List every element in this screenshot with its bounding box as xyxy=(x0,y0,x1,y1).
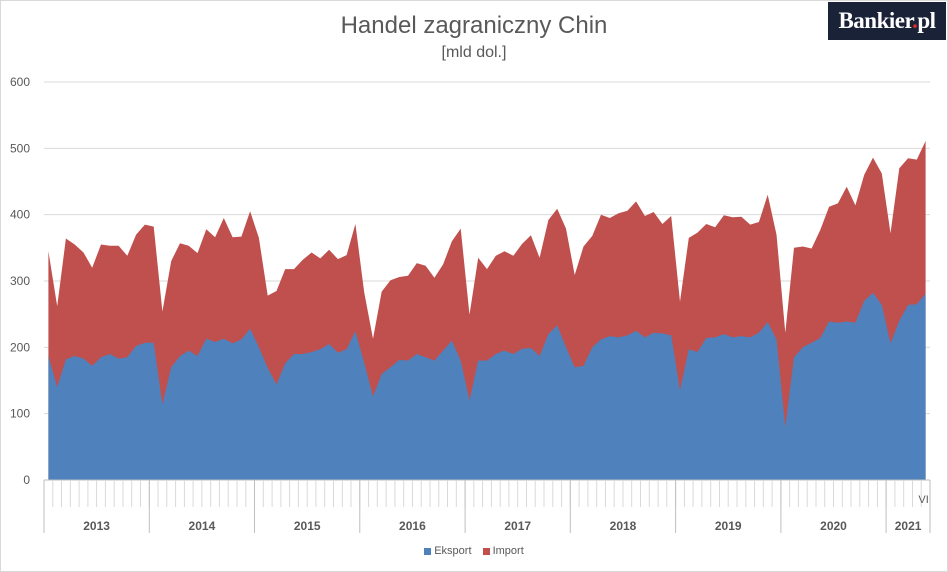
y-tick-label: 400 xyxy=(10,208,30,222)
x-year-label: 2018 xyxy=(610,519,637,533)
logo-suffix: pl xyxy=(917,8,936,33)
legend-label-import: Import xyxy=(492,545,524,557)
legend-item-import: Import xyxy=(482,545,524,557)
x-year-label: 2015 xyxy=(294,519,321,533)
x-year-label: 2019 xyxy=(715,519,742,533)
chart-subtitle: [mld dol.] xyxy=(441,44,507,61)
x-year-label: 2013 xyxy=(83,519,110,533)
legend-swatch-import xyxy=(482,547,490,555)
legend-swatch-eksport xyxy=(424,547,432,555)
x-last-month-label: VI xyxy=(918,494,928,506)
legend-item-eksport: Eksport xyxy=(424,545,472,557)
legend: Eksport Import xyxy=(0,545,948,557)
series-eksport-area xyxy=(48,292,926,480)
y-tick-label: 500 xyxy=(10,141,30,155)
y-tick-label: 600 xyxy=(10,75,30,89)
y-tick-label: 300 xyxy=(10,274,30,288)
chart-title: Handel zagraniczny Chin xyxy=(340,12,608,39)
x-year-label: 2014 xyxy=(189,519,216,533)
y-tick-label: 0 xyxy=(23,473,30,487)
x-year-label: 2017 xyxy=(504,519,531,533)
y-tick-label: 200 xyxy=(10,340,30,354)
bankier-logo[interactable]: Bankier.pl xyxy=(828,2,946,40)
x-year-label: 2020 xyxy=(820,519,847,533)
legend-label-eksport: Eksport xyxy=(434,545,472,557)
logo-name: Bankier xyxy=(838,8,913,33)
x-year-label: 2016 xyxy=(399,519,426,533)
x-year-label: 2021 xyxy=(895,519,922,533)
y-tick-label: 100 xyxy=(10,407,30,421)
